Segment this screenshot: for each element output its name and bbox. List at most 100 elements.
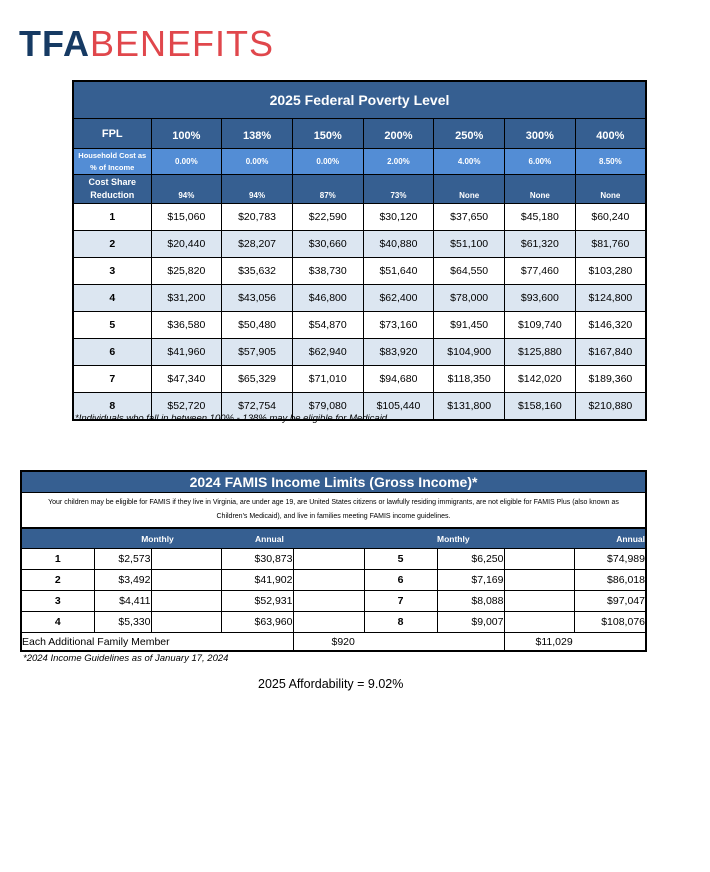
fpl-percent-header: 100% (150, 118, 223, 149)
famis-household-size: 8 (363, 611, 438, 633)
fpl-income-value: $30,120 (362, 203, 435, 231)
famis-annual-value: $41,902 (220, 569, 294, 591)
famis-annual-value: $108,076 (573, 611, 647, 633)
fpl-income-value: $77,460 (504, 257, 576, 285)
fpl-income-value: $40,880 (362, 230, 435, 258)
additional-monthly: $920 (292, 632, 505, 652)
famis-monthly-value: $9,007 (436, 611, 505, 633)
fpl-income-value: $131,800 (433, 392, 506, 421)
logo-part-benefits: BENEFITS (90, 23, 275, 64)
fpl-income-value: $62,940 (291, 338, 364, 366)
fpl-income-value: $28,207 (221, 230, 293, 258)
household-cost-value: 2.00% (362, 148, 435, 175)
famis-title: 2024 FAMIS Income Limits (Gross Income)* (21, 471, 646, 493)
famis-footnote: *2024 Income Guidelines as of January 17… (23, 653, 229, 664)
cost-share-label: Cost Share Reduction (72, 174, 152, 204)
famis-row: 2 $3,492 $41,902 6 $7,169 $86,018 (20, 569, 647, 591)
fpl-row: 3 $25,820 $35,632 $38,730 $51,640 $64,550 $77,… (72, 257, 647, 285)
household-cost-label: Household Cost as % of Income (72, 148, 152, 175)
fpl-income-value: $37,650 (433, 203, 506, 231)
fpl-percent-header: 250% (433, 118, 506, 149)
fpl-income-value: $71,010 (291, 365, 364, 393)
famis-monthly-value: $6,250 (436, 548, 505, 570)
fpl-percent-header: 400% (574, 118, 647, 149)
household-cost-value: 6.00% (504, 148, 576, 175)
empty-cell (292, 611, 365, 633)
fpl-income-value: $189,360 (574, 365, 647, 393)
fpl-income-value: $38,730 (291, 257, 364, 285)
famis-table: 2024 FAMIS Income Limits (Gross Income)*… (20, 470, 647, 652)
fpl-income-value: $109,740 (504, 311, 576, 339)
famis-annual-value: $30,873 (220, 548, 294, 570)
famis-household-size: 4 (20, 611, 95, 633)
household-size: 4 (72, 284, 152, 312)
famis-annual-value: $63,960 (220, 611, 294, 633)
household-size: 7 (72, 365, 152, 393)
cost-share-value: None (433, 174, 506, 204)
fpl-income-value: $91,450 (433, 311, 506, 339)
fpl-income-value: $51,640 (362, 257, 435, 285)
fpl-income-value: $20,440 (150, 230, 223, 258)
annual-header-right: Annual (574, 528, 646, 549)
fpl-percent-header: 150% (291, 118, 364, 149)
famis-annual-value: $97,047 (573, 590, 647, 612)
affordability-text: 2025 Affordability = 9.02% (258, 677, 404, 691)
famis-monthly-value: $2,573 (93, 548, 152, 570)
famis-household-size: 5 (363, 548, 438, 570)
fpl-row: 8 $52,720 $72,754 $79,080 $105,440 $131,800 $1… (72, 392, 647, 421)
annual-header-left: Annual (221, 528, 364, 549)
fpl-income-value: $62,400 (362, 284, 435, 312)
empty-cell (150, 590, 222, 612)
fpl-income-value: $30,660 (291, 230, 364, 258)
famis-row: 1 $2,573 $30,873 5 $6,250 $74,989 (20, 548, 647, 570)
fpl-income-value: $25,820 (150, 257, 223, 285)
famis-monthly-value: $7,169 (436, 569, 505, 591)
famis-description: Your children may be eligible for FAMIS … (21, 492, 646, 529)
fpl-income-value: $51,100 (433, 230, 506, 258)
cost-share-value: 94% (221, 174, 293, 204)
empty-cell (503, 611, 575, 633)
fpl-income-value: $64,550 (433, 257, 506, 285)
fpl-percent-header: 300% (504, 118, 576, 149)
household-cost-value: 8.50% (574, 148, 647, 175)
household-size: 6 (72, 338, 152, 366)
fpl-percent-header: 138% (221, 118, 293, 149)
cost-share-value: 94% (150, 174, 223, 204)
fpl-row: 4 $31,200 $43,056 $46,800 $62,400 $78,000 $93,… (72, 284, 647, 312)
household-cost-value: 0.00% (221, 148, 293, 175)
household-size: 5 (72, 311, 152, 339)
fpl-income-value: $210,880 (574, 392, 647, 421)
fpl-income-value: $103,280 (574, 257, 647, 285)
fpl-row: 6 $41,960 $57,905 $62,940 $83,920 $104,900 $12… (72, 338, 647, 366)
cost-share-value: None (574, 174, 647, 204)
fpl-footnote: *Individuals who fall in between 100% - … (75, 413, 390, 424)
famis-monthly-value: $3,492 (93, 569, 152, 591)
fpl-income-value: $142,020 (504, 365, 576, 393)
famis-monthly-value: $8,088 (436, 590, 505, 612)
empty-cell (150, 569, 222, 591)
famis-row: 3 $4,411 $52,931 7 $8,088 $97,047 (20, 590, 647, 612)
household-size: 2 (72, 230, 152, 258)
fpl-income-value: $47,340 (150, 365, 223, 393)
fpl-income-value: $167,840 (574, 338, 647, 366)
fpl-income-value: $31,200 (150, 284, 223, 312)
fpl-income-value: $78,000 (433, 284, 506, 312)
fpl-income-value: $46,800 (291, 284, 364, 312)
fpl-income-value: $146,320 (574, 311, 647, 339)
empty-cell (292, 569, 365, 591)
fpl-income-value: $60,240 (574, 203, 647, 231)
fpl-title: 2025 Federal Poverty Level (72, 80, 647, 119)
fpl-income-value: $83,920 (362, 338, 435, 366)
fpl-income-value: $20,783 (221, 203, 293, 231)
famis-monthly-value: $5,330 (93, 611, 152, 633)
empty-cell (503, 569, 575, 591)
fpl-income-value: $73,160 (362, 311, 435, 339)
fpl-income-value: $79,080 (291, 392, 364, 421)
cost-share-value: 87% (291, 174, 364, 204)
fpl-income-value: $57,905 (221, 338, 293, 366)
household-size: 8 (72, 392, 152, 421)
famis-household-size: 6 (363, 569, 438, 591)
fpl-income-value: $94,680 (362, 365, 435, 393)
fpl-row: 2 $20,440 $28,207 $30,660 $40,880 $51,100 $61,… (72, 230, 647, 258)
